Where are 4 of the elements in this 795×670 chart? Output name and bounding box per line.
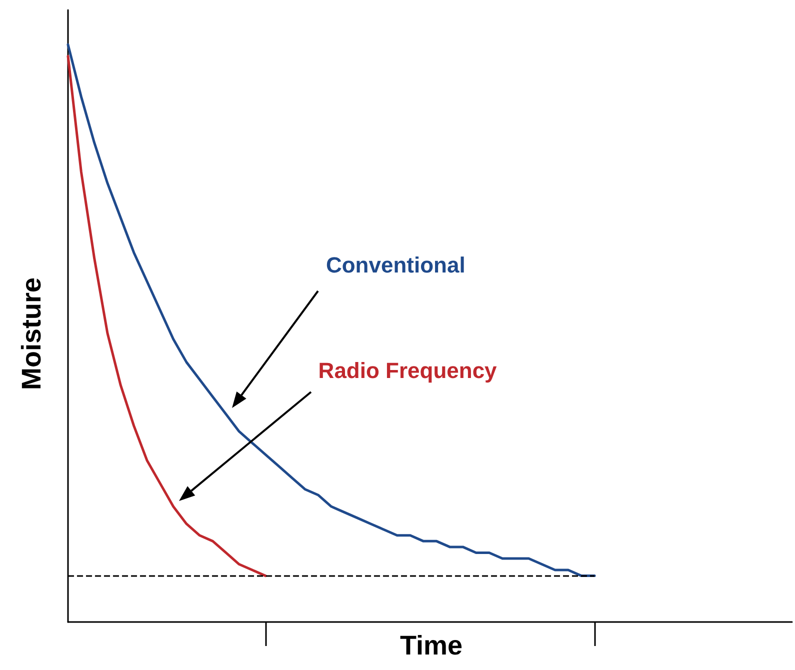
y-axis-title: Moisture — [16, 277, 46, 390]
text: Conventional — [326, 252, 466, 278]
x-axis-title: Time — [400, 630, 463, 660]
text: Radio Frequency — [318, 358, 498, 384]
